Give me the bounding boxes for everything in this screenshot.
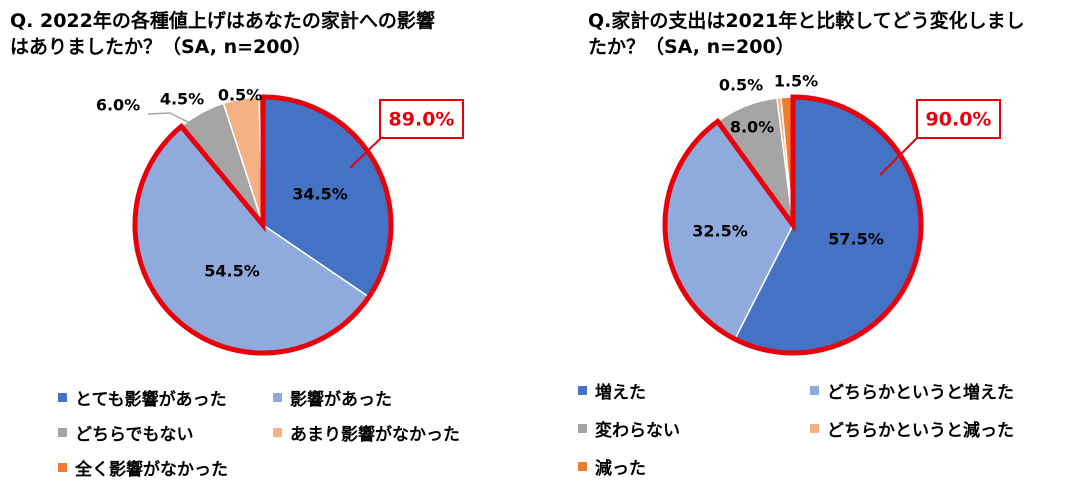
chart2-slice-label-1: 57.5% xyxy=(828,230,884,249)
chart1-legend-label-3: どちらでもない xyxy=(75,425,194,445)
chart1-legend-item-5: 全く影響がなかった xyxy=(58,455,228,480)
chart2-title: Q.家計の支出は2021年と比較してどう変化しまし たか？（SA, n=200） xyxy=(588,8,1025,60)
chart2-slice-label-3: 8.0% xyxy=(730,118,774,137)
chart1-leader-line-3 xyxy=(147,112,201,129)
chart2-legend-label-5: 減った xyxy=(595,459,646,479)
chart1-legend-swatch-2 xyxy=(273,393,282,402)
chart1-title: Q. 2022年の各種値上げはあなたの家計への影響 はありましたか？（SA, n… xyxy=(10,8,435,60)
chart1-callout-label: 89.0% xyxy=(389,109,455,131)
chart1-legend-swatch-5 xyxy=(58,463,67,472)
chart1-title-line1: Q. 2022年の各種値上げはあなたの家計への影響 xyxy=(10,10,435,32)
chart1-legend-item-1: とても影響があった xyxy=(58,385,227,410)
chart1-slice-label-2: 54.5% xyxy=(204,262,260,281)
chart2-slice-label-5: 1.5% xyxy=(774,72,818,91)
chart1-slice-label-3: 6.0% xyxy=(96,96,140,115)
chart2-legend-item-3: 変わらない xyxy=(578,416,680,441)
chart1-legend-label-1: とても影響があった xyxy=(75,390,227,410)
chart2-legend-label-4: どちらかというと減った xyxy=(827,421,1014,441)
chart2-slice-label-4: 0.5% xyxy=(719,76,763,95)
chart2-legend-swatch-1 xyxy=(578,386,587,395)
chart2-title-line2: たか？（SA, n=200） xyxy=(588,36,795,58)
chart2-legend-label-3: 変わらない xyxy=(595,421,680,441)
chart2-legend-swatch-3 xyxy=(578,424,587,433)
chart1-legend-label-5: 全く影響がなかった xyxy=(75,460,228,480)
chart2-callout-box xyxy=(916,99,1001,139)
chart2-legend-item-2: どちらかというと増えた xyxy=(810,378,1014,403)
chart1-callout-box xyxy=(379,99,464,139)
chart1-legend-label-4: あまり影響がなかった xyxy=(290,425,460,445)
chart1-callout-line xyxy=(349,136,383,169)
chart2-legend-item-5: 減った xyxy=(578,454,646,479)
chart1-legend-item-4: あまり影響がなかった xyxy=(273,420,460,445)
chart2-slice-label-2: 32.5% xyxy=(692,222,748,241)
chart1-legend-item-2: 影響があった xyxy=(273,385,392,410)
chart2-highlight-outline xyxy=(662,94,924,356)
chart2-callout-label: 90.0% xyxy=(926,109,992,131)
chart2-legend-swatch-2 xyxy=(810,386,819,395)
chart2-legend-item-1: 増えた xyxy=(578,378,646,403)
chart1-highlight-outline xyxy=(132,94,394,356)
chart2-legend-item-4: どちらかというと減った xyxy=(810,416,1014,441)
chart1-legend-swatch-4 xyxy=(273,428,282,437)
chart2-callout-line xyxy=(879,136,919,176)
chart1-slice-label-5: 0.5% xyxy=(218,86,262,105)
chart2-legend-label-1: 増えた xyxy=(595,383,646,403)
chart1-legend-swatch-1 xyxy=(58,393,67,402)
chart1-legend-item-3: どちらでもない xyxy=(58,420,194,445)
chart2-legend-swatch-4 xyxy=(810,424,819,433)
chart2-legend-label-2: どちらかというと増えた xyxy=(827,383,1014,403)
chart2-title-line1: Q.家計の支出は2021年と比較してどう変化しまし xyxy=(588,10,1025,32)
chart1-legend-label-2: 影響があった xyxy=(290,390,392,410)
chart1-slice-label-1: 34.5% xyxy=(292,185,348,204)
chart2-legend-swatch-5 xyxy=(578,462,587,471)
chart1-slice-label-4: 4.5% xyxy=(160,90,204,109)
chart1-legend-swatch-3 xyxy=(58,428,67,437)
chart1-title-line2: はありましたか？（SA, n=200） xyxy=(10,36,312,58)
